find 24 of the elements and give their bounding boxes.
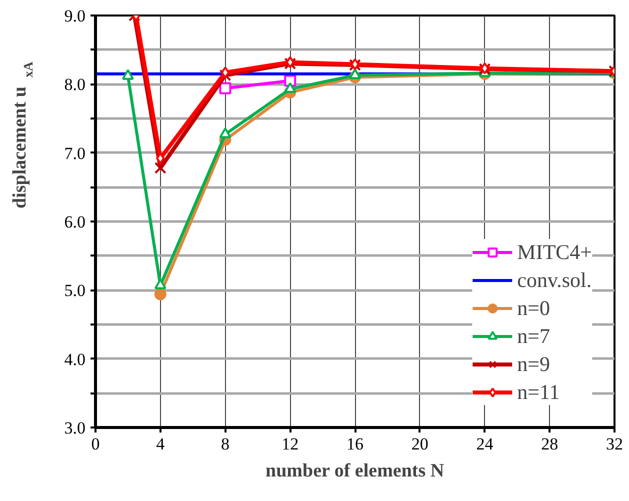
y-axis-title: displacement uxA [10,61,36,208]
x-tick-label: 12 [282,434,299,454]
legend-label: n=9 [517,351,550,377]
legend-label: n=7 [517,323,550,349]
x-tick-label: 4 [156,434,166,454]
y-tick-label: 3.0 [64,418,86,438]
y-tick-label: 6.0 [64,212,86,232]
x-tick-label: 32 [606,434,623,454]
y-tick-label: 4.0 [64,350,86,369]
y-tick-label: 8.0 [64,75,86,94]
legend-label: n=11 [517,379,560,405]
x-axis-title: number of elements N [266,460,444,482]
x-tick-label: 24 [476,434,494,454]
legend-label: conv.sol. [517,267,592,293]
x-tick-label: 8 [221,434,230,454]
x-tick-label: 28 [541,434,558,454]
y-tick-label: 7.0 [64,144,86,163]
x-tick-label: 16 [346,434,364,454]
x-tick-label: 20 [411,434,428,454]
x-tick-label: 0 [91,434,100,454]
legend-label: n=0 [517,295,550,321]
y-tick-label: 9.0 [64,6,86,26]
legend-label: MITC4+ [517,239,592,265]
y-tick-label: 5.0 [64,281,86,300]
